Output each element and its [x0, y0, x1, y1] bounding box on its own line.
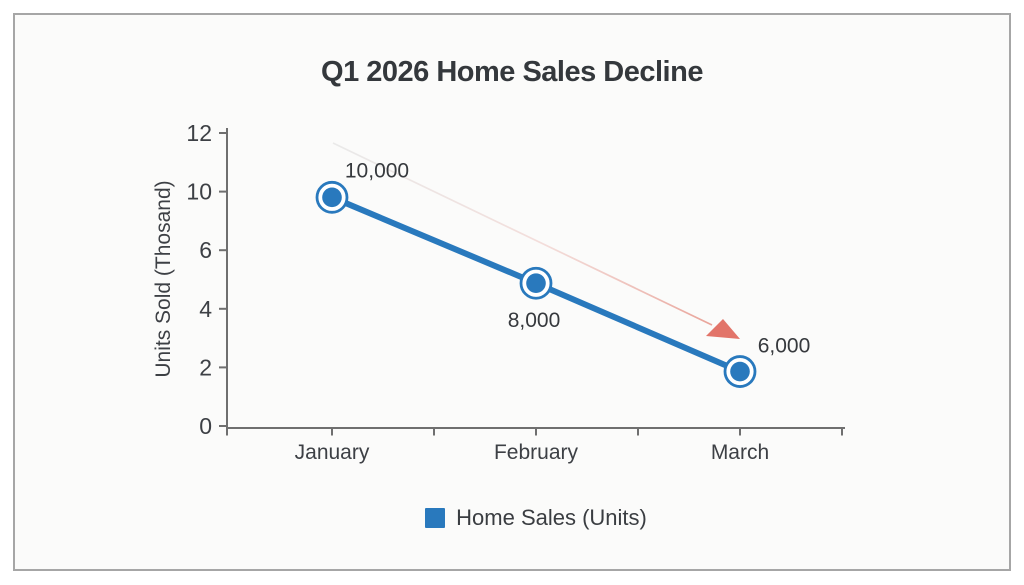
- legend-swatch: [425, 508, 446, 528]
- legend: Home Sales (Units): [227, 503, 845, 533]
- chart-title: Q1 2026 Home Sales Decline: [321, 56, 703, 88]
- y-axis-title: Units Sold (Thosand): [152, 180, 175, 378]
- legend-label: Home Sales (Units): [456, 505, 647, 530]
